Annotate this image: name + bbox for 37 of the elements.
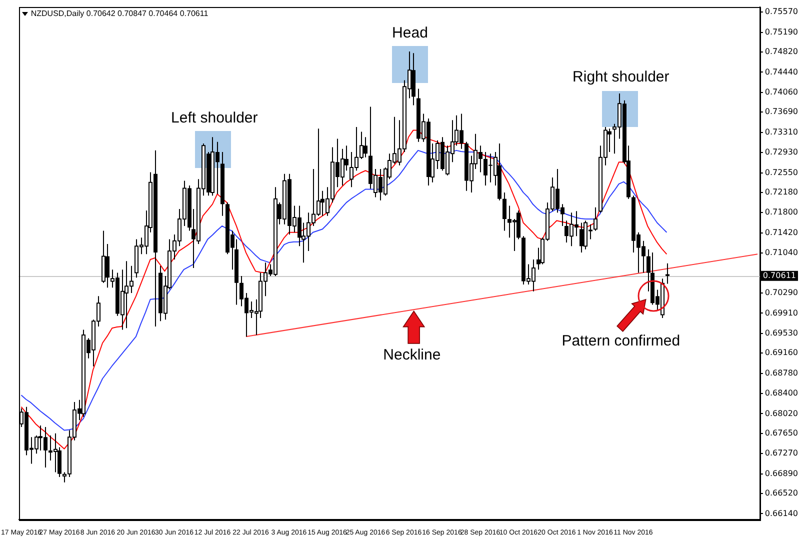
y-tick-label: 0.74440 bbox=[764, 67, 798, 76]
y-tick-label: 0.74060 bbox=[764, 88, 798, 97]
candlestick bbox=[502, 192, 506, 232]
annotation: Left shoulder bbox=[171, 110, 258, 127]
y-tick-label: 0.73690 bbox=[764, 107, 798, 116]
y-tick-label: 0.66890 bbox=[764, 468, 798, 478]
y-tick-label: 0.69530 bbox=[764, 328, 798, 338]
y-tick-label: 0.71040 bbox=[764, 248, 798, 258]
y-tick-label: 0.68780 bbox=[764, 368, 798, 378]
y-tick-label: 0.73310 bbox=[764, 127, 798, 136]
y-tick-label: 0.71800 bbox=[764, 208, 798, 217]
y-tick-label: 0.72930 bbox=[764, 148, 798, 157]
y-tick-label: 0.74820 bbox=[764, 47, 798, 56]
annotation: Head bbox=[392, 24, 428, 42]
annotation: Neckline bbox=[383, 346, 441, 364]
annotation: Right shoulder bbox=[572, 68, 670, 86]
y-tick-label: 0.68020 bbox=[764, 408, 798, 418]
y-tick-label: 0.69160 bbox=[764, 348, 798, 358]
y-tick-label: 0.66140 bbox=[764, 508, 798, 518]
y-tick-label: 0.72550 bbox=[764, 168, 798, 177]
y-tick-label: 0.70290 bbox=[764, 288, 798, 298]
candlestick bbox=[580, 222, 584, 254]
y-tick-label: 0.71420 bbox=[764, 228, 798, 237]
y-tick-label: 0.66520 bbox=[764, 488, 798, 498]
y-tick-label: 0.68400 bbox=[764, 388, 798, 398]
chart-title: NZDUSD,Daily 0.70642 0.70847 0.70464 0.70611 bbox=[30, 8, 208, 18]
y-tick-label: 0.67270 bbox=[764, 448, 798, 458]
y-tick-label: 0.69910 bbox=[764, 308, 798, 318]
candlestick bbox=[106, 244, 110, 288]
y-tick-label: 0.72180 bbox=[764, 188, 798, 197]
y-tick-label: 0.67650 bbox=[764, 428, 798, 438]
y-tick-label: 0.75190 bbox=[764, 27, 798, 36]
ref-line-label: 0.70611 bbox=[762, 270, 796, 280]
y-tick-label: 0.75570 bbox=[764, 7, 798, 16]
candlestick bbox=[364, 136, 368, 158]
candlestick bbox=[666, 262, 670, 284]
annotation: Pattern confirmed bbox=[562, 332, 680, 350]
